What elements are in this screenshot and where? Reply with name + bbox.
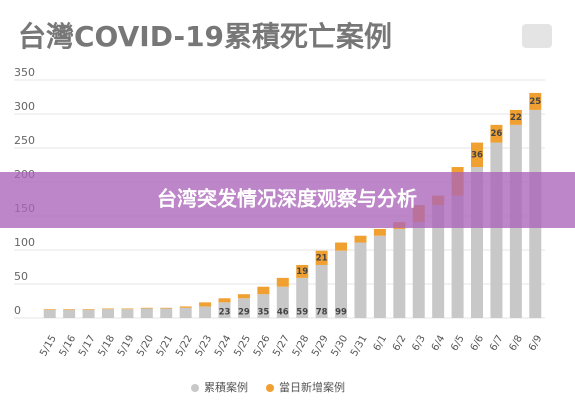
bar-segment [199,302,212,307]
bar-segment [393,228,406,318]
y-tick-label: 300 [14,100,35,113]
bar-segment [335,242,348,251]
x-tick-label: 5/24 [213,334,234,359]
bar-segment [257,286,270,295]
x-tick-label: 5/27 [271,334,292,359]
bar-segment [160,307,173,309]
legend-label: 當日新增案例 [279,380,345,394]
x-tick-label: 6/9 [527,334,545,353]
data-label: 19 [296,267,308,277]
bar-segment [43,309,56,310]
bar-segment [43,309,56,318]
data-label: 23 [219,308,231,318]
bar-segment [276,277,289,287]
bar-segment [199,306,212,318]
data-label: 25 [529,97,541,107]
data-label: 46 [277,308,289,318]
bar-segment [101,309,114,318]
banner [0,172,575,228]
bar-segment [237,298,250,318]
x-tick-label: 5/26 [252,334,273,359]
x-tick-label: 5/30 [329,334,350,359]
data-label: 78 [316,308,328,318]
data-label: 59 [296,308,308,318]
x-tick-label: 6/2 [391,334,409,353]
x-tick-label: 6/1 [372,334,390,353]
bar-segment [140,308,153,318]
chart-title: 台灣COVID-19累積死亡案例 [18,20,392,53]
data-label: 29 [238,308,250,318]
data-label: 26 [491,129,503,139]
data-label: 21 [316,253,328,263]
data-label: 36 [471,150,483,160]
x-tick-label: 5/29 [310,334,331,359]
banner-text: 台湾突发情况深度观察与分析 [157,187,417,211]
y-tick-label: 250 [14,134,35,147]
x-tick-label: 5/28 [291,334,312,359]
x-tick-label: 6/5 [449,334,467,353]
bar-segment [101,308,114,310]
bar-segment [218,302,231,318]
bar-segment [257,294,270,318]
bar-segment [296,277,309,318]
x-tick-label: 5/31 [349,334,370,359]
x-tick-label: 5/15 [38,334,59,359]
x-tick-label: 5/25 [232,334,253,359]
bar-segment [63,309,76,318]
y-tick-label: 50 [14,270,28,283]
bar-segment [82,309,95,310]
bar-segment [315,264,328,318]
bar-segment [373,235,386,318]
bar-segment [354,242,367,318]
x-tick-label: 6/6 [469,334,487,353]
logo-placeholder [522,24,552,48]
bar-segment [296,264,309,278]
x-tick-label: 6/7 [488,334,506,353]
bar-segment [373,228,386,236]
data-label: 99 [335,308,347,318]
bar-segment [432,205,445,318]
x-tick-label: 5/17 [77,334,98,359]
bar-segment [82,309,95,318]
bar-segment [412,222,425,318]
bar-segment [354,235,367,243]
data-label: 35 [257,308,269,318]
y-tick-label: 0 [14,304,21,317]
bar-segment [490,142,503,318]
x-tick-label: 5/22 [174,334,195,359]
bar-segment [179,306,192,308]
bar-segment [218,298,231,303]
x-tick-label: 5/21 [155,334,176,359]
bar-segment [121,309,134,318]
bar-segment [471,142,484,168]
bar-segment [315,250,328,265]
bar-segment [276,286,289,318]
x-tick-label: 6/4 [430,334,448,353]
legend-marker [191,384,199,392]
x-tick-label: 5/23 [194,334,215,359]
bar-segment [160,308,173,318]
y-tick-label: 100 [14,236,35,249]
data-label: 22 [510,113,522,123]
x-tick-label: 5/19 [116,334,137,359]
bar-segment [237,294,250,299]
x-tick-label: 5/20 [135,334,156,359]
legend-label: 累積案例 [204,380,248,394]
bar-segment [63,309,76,310]
x-tick-label: 6/8 [507,334,525,353]
x-tick-label: 6/3 [410,334,428,353]
legend-marker [266,384,274,392]
bar-segment [490,124,503,143]
y-tick-label: 350 [14,66,35,79]
x-tick-label: 5/18 [96,334,117,359]
bar-segment [335,250,348,318]
bar-segment [179,307,192,318]
bar-segment [140,307,153,309]
bar-segment [121,308,134,310]
bar-segment [509,109,522,125]
bar-segment [529,92,542,110]
x-tick-label: 5/16 [58,334,79,359]
